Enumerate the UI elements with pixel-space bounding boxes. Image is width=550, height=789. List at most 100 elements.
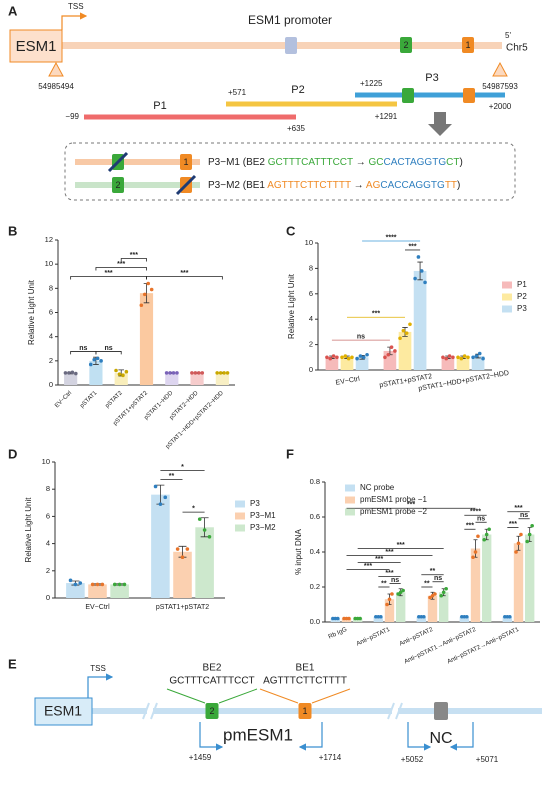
data-point: [124, 369, 129, 374]
y-tick-label: 10: [42, 457, 50, 466]
bar: [373, 616, 384, 622]
bar: [195, 527, 214, 598]
legend-label: pmESM1 probe −2: [360, 507, 427, 516]
bar: [384, 599, 395, 622]
y-tick-label: 0.4: [310, 547, 320, 556]
break-mark: [387, 702, 395, 720]
panel-label: D: [8, 446, 17, 461]
bar: [190, 372, 204, 385]
element-number: 1: [183, 157, 188, 167]
site-sequence: GCTTTCATTTCCT: [169, 676, 254, 687]
chromosome-label: Chr5: [506, 43, 528, 54]
data-point: [164, 371, 169, 375]
tss-arrow: [61, 12, 88, 30]
y-tick-label: 0.8: [310, 477, 320, 486]
significance-label: ***: [117, 261, 125, 268]
data-point: [117, 372, 122, 376]
data-point: [353, 616, 358, 621]
data-point: [149, 287, 154, 292]
y-tick-label: 4: [309, 314, 313, 323]
data-point: [471, 355, 475, 360]
bar: [173, 551, 192, 598]
element-number: 2: [403, 40, 408, 50]
fragment-start: +571: [228, 88, 247, 97]
data-point: [344, 616, 349, 621]
fragment-bar: [355, 92, 505, 98]
data-point: [451, 355, 455, 360]
data-point: [456, 355, 460, 360]
data-point: [421, 614, 426, 619]
element-box: [298, 703, 312, 719]
bar: [355, 357, 369, 370]
panel-label: C: [286, 223, 296, 238]
data-point: [63, 371, 68, 375]
significance-label: ****: [386, 234, 397, 241]
data-point: [419, 614, 424, 619]
fragment-end: +2000: [489, 102, 512, 111]
y-axis-label: Relative Light Unit: [24, 497, 33, 563]
significance-label: ns: [477, 516, 485, 523]
mutant-label-part: →: [351, 180, 366, 191]
mutant-label-part: P3−M1 (BE2: [208, 157, 268, 168]
mutant-label-part: ): [459, 157, 462, 168]
data-point: [171, 371, 176, 375]
control-label: NC: [429, 730, 452, 747]
legend-label: pmESM1 probe −1: [360, 495, 427, 504]
fragment-name: P2: [291, 84, 304, 96]
bar: [110, 584, 129, 598]
y-tick-label: 0.0: [310, 617, 320, 626]
data-point: [95, 356, 100, 361]
data-point: [441, 590, 446, 595]
data-point: [358, 616, 362, 621]
mutant-line: [75, 182, 200, 188]
mutant-label-part: CT: [446, 157, 459, 168]
data-point: [190, 371, 194, 375]
region-box: [285, 37, 297, 54]
bar: [481, 534, 492, 622]
significance-label: ns: [391, 577, 399, 584]
data-point: [474, 354, 479, 358]
data-point: [419, 269, 424, 273]
data-point: [207, 535, 212, 539]
bar: [524, 534, 535, 622]
tss-label: TSS: [90, 664, 106, 673]
y-tick-label: 8: [49, 283, 53, 292]
data-point: [477, 351, 482, 356]
data-point: [158, 502, 163, 506]
data-point: [335, 616, 340, 621]
primer-arrow: [449, 722, 474, 751]
significance-label: ***: [385, 549, 393, 556]
control-box: [434, 702, 448, 720]
data-point: [146, 281, 151, 286]
fragment-start: −99: [65, 112, 79, 121]
significance-label: ns: [520, 512, 528, 519]
data-point: [487, 527, 491, 532]
break-mark: [150, 702, 158, 720]
significance-bracket: [95, 267, 147, 271]
significance-label: **: [424, 580, 430, 587]
primer-arrow: [199, 722, 224, 751]
significance-label: ***: [364, 563, 372, 570]
panel-label: F: [286, 446, 294, 461]
mutation-slash: [175, 174, 197, 196]
data-point: [507, 614, 512, 619]
significance-label: ***: [509, 521, 517, 528]
legend-swatch: [345, 496, 355, 504]
data-point: [390, 592, 394, 596]
primer-label: +1459: [189, 753, 212, 762]
data-point: [462, 354, 467, 358]
bar: [165, 372, 179, 385]
bar: [413, 270, 427, 370]
data-point: [121, 373, 125, 378]
y-tick-label: 8: [46, 484, 50, 493]
x-tick-label: EV−Ctrl: [85, 604, 110, 611]
mutant-line: [75, 159, 200, 165]
significance-label: **: [430, 568, 436, 575]
data-point: [196, 371, 201, 375]
element-number: 2: [115, 180, 120, 190]
site-funnel: [259, 688, 351, 704]
data-point: [459, 356, 464, 361]
data-point: [325, 355, 329, 360]
element-box: [180, 154, 192, 170]
data-point: [505, 614, 510, 619]
